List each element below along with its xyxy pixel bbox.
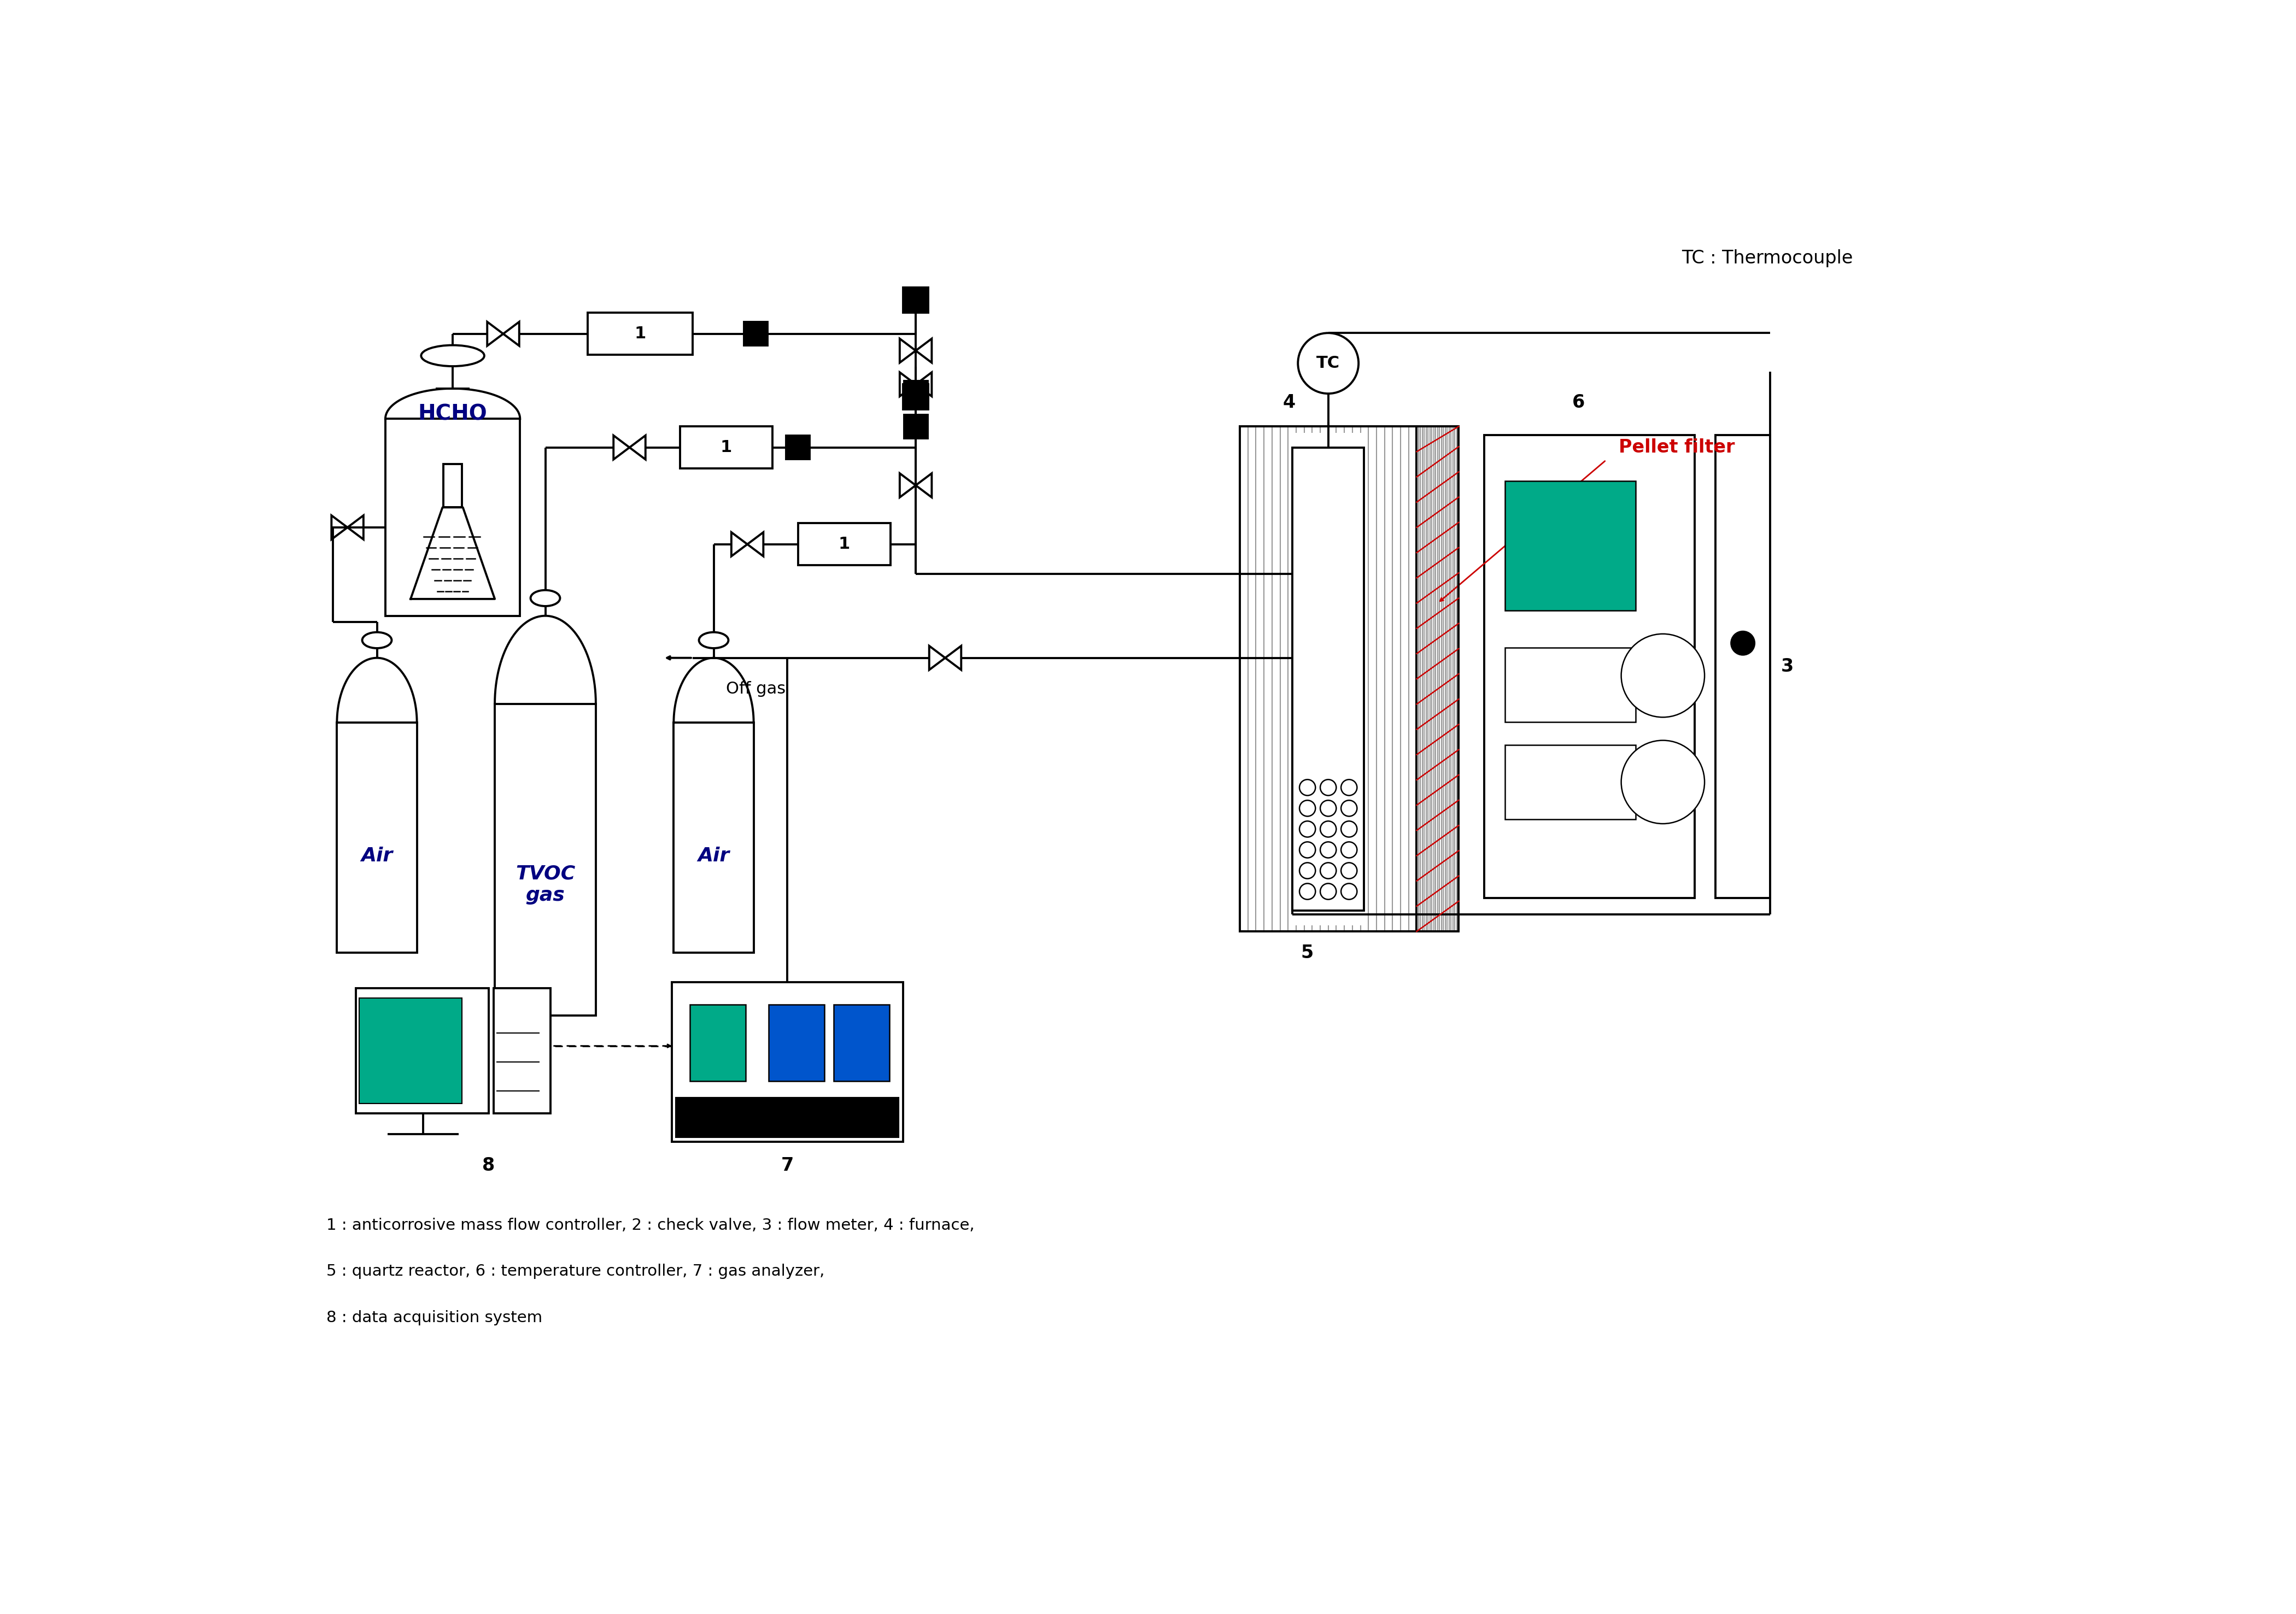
Circle shape xyxy=(1297,332,1359,394)
Bar xyxy=(1417,426,1458,931)
Bar xyxy=(1506,481,1635,610)
Bar xyxy=(670,981,902,1141)
Text: 8 : data acquisition system: 8 : data acquisition system xyxy=(326,1311,542,1325)
Text: Pellet filter: Pellet filter xyxy=(1619,439,1736,457)
Bar xyxy=(673,723,753,952)
Circle shape xyxy=(1621,741,1704,823)
Circle shape xyxy=(1320,780,1336,796)
Bar xyxy=(744,323,767,345)
Circle shape xyxy=(1341,822,1357,838)
Bar xyxy=(338,723,418,952)
Text: 4: 4 xyxy=(1283,394,1295,412)
Text: HCHO: HCHO xyxy=(418,403,487,424)
Text: 1: 1 xyxy=(634,326,645,342)
Bar xyxy=(588,313,693,355)
Bar xyxy=(1506,647,1635,721)
Bar xyxy=(1417,426,1458,931)
Circle shape xyxy=(1300,862,1316,878)
Text: 1: 1 xyxy=(721,439,732,455)
Ellipse shape xyxy=(420,345,484,366)
Bar xyxy=(356,988,489,1114)
Circle shape xyxy=(1320,862,1336,878)
Bar xyxy=(443,465,461,507)
Ellipse shape xyxy=(530,591,560,607)
Circle shape xyxy=(1320,883,1336,899)
Bar xyxy=(1293,447,1364,910)
Text: 6: 6 xyxy=(1573,394,1584,412)
Circle shape xyxy=(1320,801,1336,817)
Text: Air: Air xyxy=(360,847,393,865)
Circle shape xyxy=(1341,780,1357,796)
Text: 3: 3 xyxy=(1782,657,1793,675)
Bar xyxy=(833,1004,889,1081)
Text: 1: 1 xyxy=(838,536,850,552)
Ellipse shape xyxy=(363,633,393,649)
Bar xyxy=(902,287,928,313)
Circle shape xyxy=(1300,883,1316,899)
Bar xyxy=(675,1098,898,1138)
Text: 1 : anticorrosive mass flow controller, 2 : check valve, 3 : flow meter, 4 : fur: 1 : anticorrosive mass flow controller, … xyxy=(326,1217,974,1233)
Circle shape xyxy=(1300,843,1316,859)
Bar xyxy=(905,381,928,405)
Text: Air: Air xyxy=(698,847,730,865)
Bar xyxy=(1715,434,1770,897)
Bar xyxy=(494,988,551,1114)
Circle shape xyxy=(1320,822,1336,838)
Bar xyxy=(1240,426,1417,931)
Bar xyxy=(1483,434,1694,897)
Circle shape xyxy=(1341,843,1357,859)
Text: 5: 5 xyxy=(1302,944,1313,962)
Bar xyxy=(1240,426,1417,931)
Bar xyxy=(769,1004,824,1081)
Bar xyxy=(1506,746,1635,818)
Text: 5 : quartz reactor, 6 : temperature controller, 7 : gas analyzer,: 5 : quartz reactor, 6 : temperature cont… xyxy=(326,1264,824,1280)
Bar xyxy=(785,436,810,460)
Circle shape xyxy=(1300,780,1316,796)
Circle shape xyxy=(1621,634,1704,717)
Bar xyxy=(494,704,595,1015)
Text: 8: 8 xyxy=(482,1157,496,1175)
Bar xyxy=(386,420,519,617)
Circle shape xyxy=(1300,822,1316,838)
Bar xyxy=(1290,433,1366,925)
Ellipse shape xyxy=(698,633,728,649)
Circle shape xyxy=(1341,801,1357,817)
Bar xyxy=(799,523,891,565)
Circle shape xyxy=(1300,801,1316,817)
Bar xyxy=(902,384,928,410)
Bar xyxy=(358,997,461,1104)
Bar xyxy=(905,415,928,437)
Text: 7: 7 xyxy=(781,1157,794,1175)
Circle shape xyxy=(1341,862,1357,878)
Text: TVOC
gas: TVOC gas xyxy=(514,865,576,905)
Bar xyxy=(680,426,771,468)
Bar xyxy=(691,1004,746,1081)
Circle shape xyxy=(1320,843,1336,859)
Text: TC: TC xyxy=(1316,355,1341,371)
Text: TC : Thermocouple: TC : Thermocouple xyxy=(1681,249,1853,266)
Circle shape xyxy=(1341,883,1357,899)
Text: Off gas: Off gas xyxy=(726,681,785,697)
Circle shape xyxy=(1731,631,1754,655)
